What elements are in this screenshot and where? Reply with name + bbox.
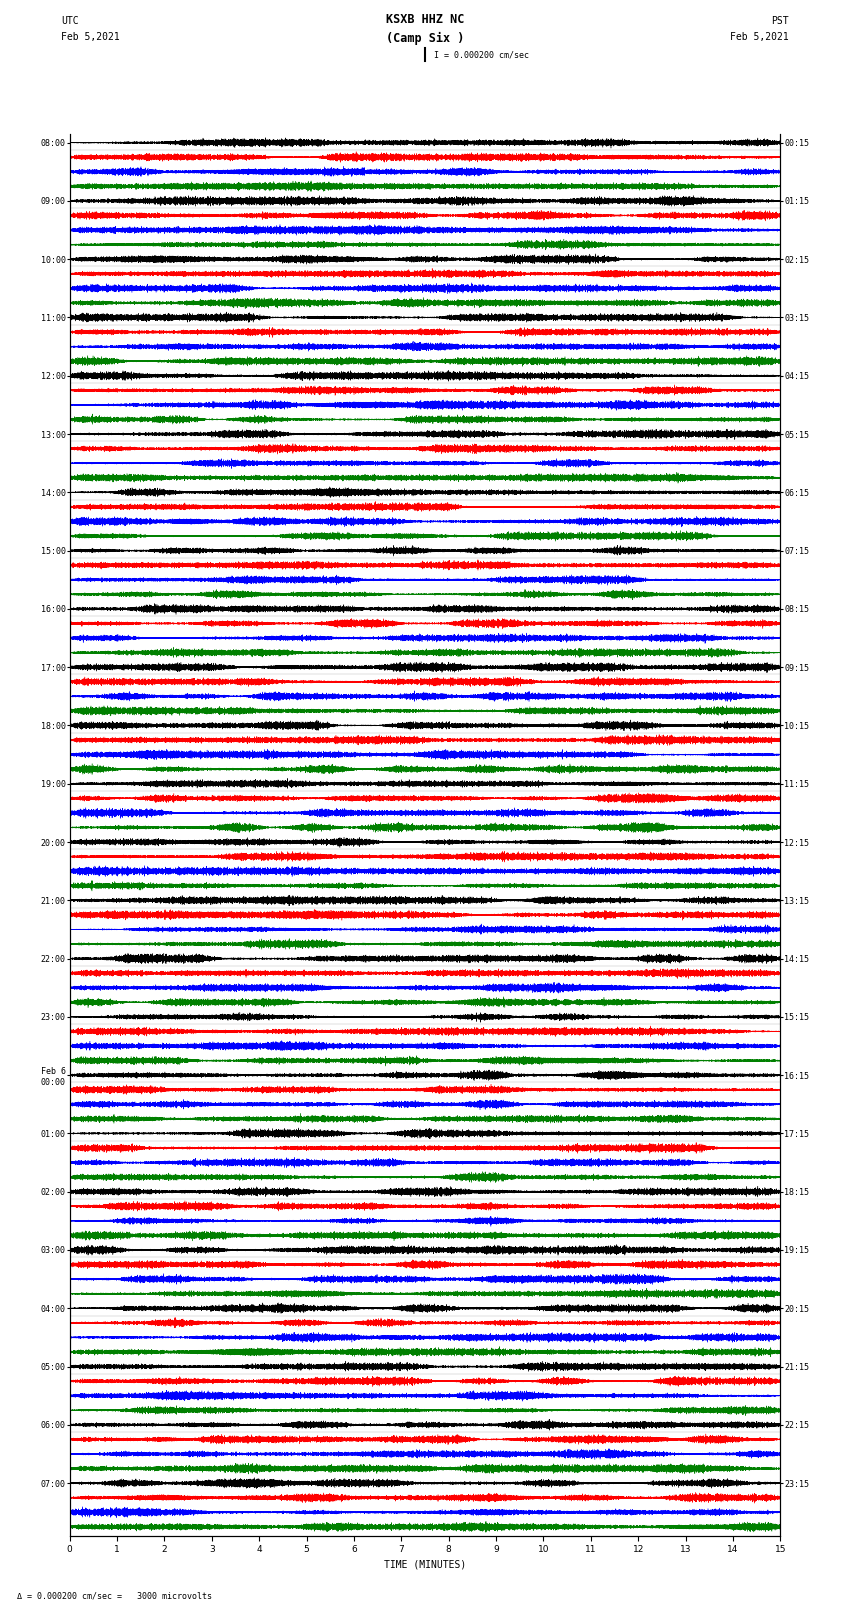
Text: I = 0.000200 cm/sec: I = 0.000200 cm/sec <box>434 50 529 60</box>
Text: Feb 5,2021: Feb 5,2021 <box>730 32 789 42</box>
Text: UTC: UTC <box>61 16 79 26</box>
X-axis label: TIME (MINUTES): TIME (MINUTES) <box>384 1560 466 1569</box>
Text: KSXB HHZ NC: KSXB HHZ NC <box>386 13 464 26</box>
Text: Δ = 0.000200 cm/sec =   3000 microvolts: Δ = 0.000200 cm/sec = 3000 microvolts <box>17 1590 212 1600</box>
Text: PST: PST <box>771 16 789 26</box>
Text: Feb 5,2021: Feb 5,2021 <box>61 32 120 42</box>
Text: (Camp Six ): (Camp Six ) <box>386 32 464 45</box>
